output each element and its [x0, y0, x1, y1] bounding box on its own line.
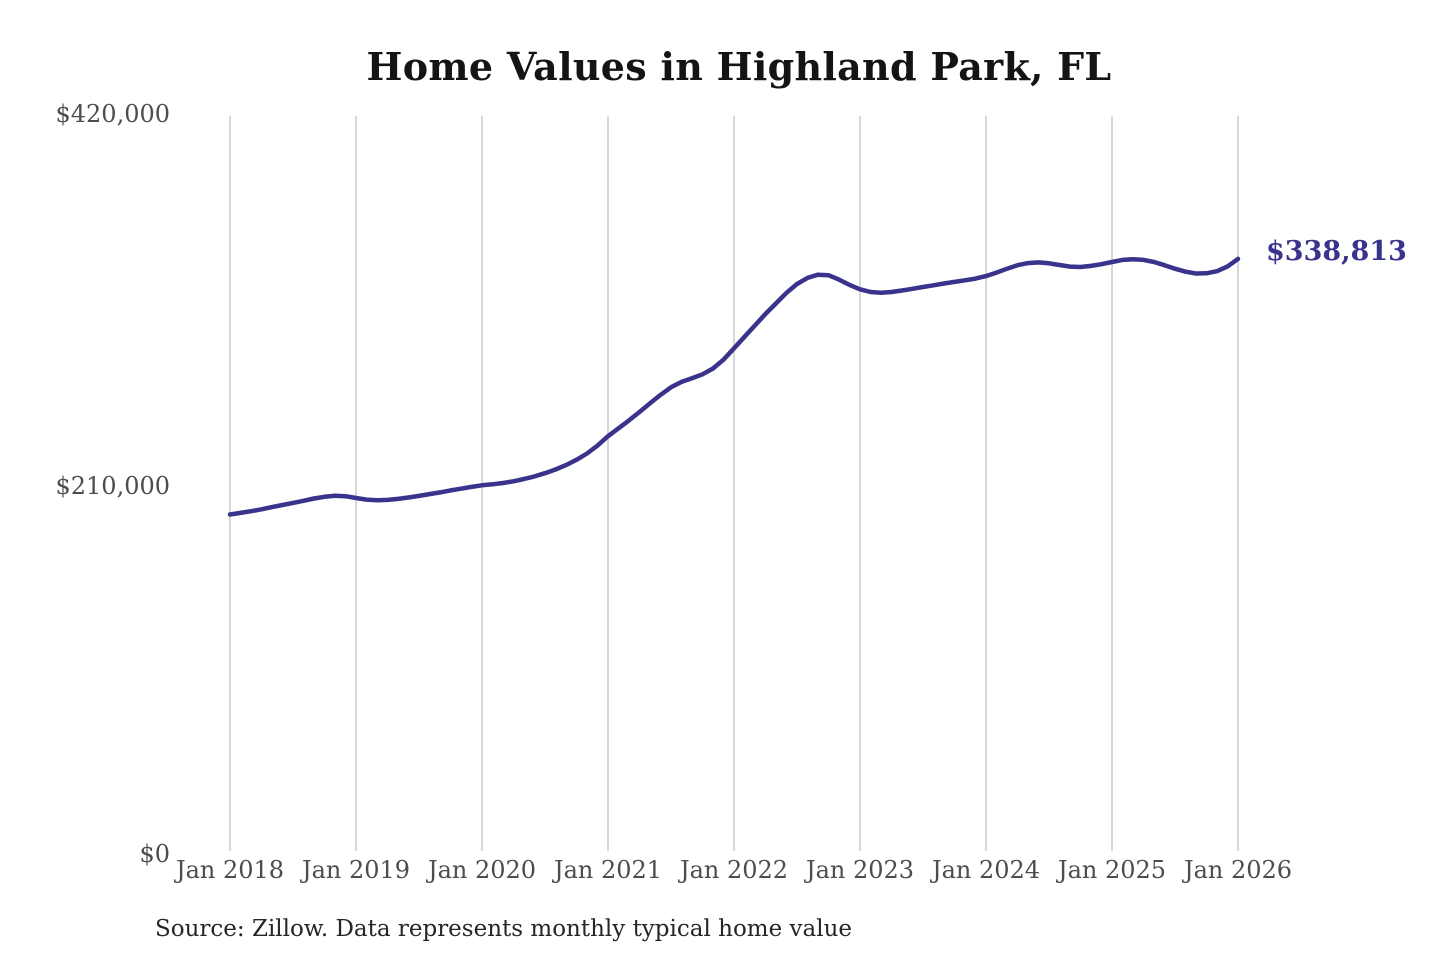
x-axis-tick-label: Jan 2020 — [427, 856, 537, 884]
home-value-line — [227, 256, 1241, 517]
x-axis-tick-label: Jan 2018 — [175, 856, 285, 884]
x-axis-tick-label: Jan 2023 — [805, 856, 915, 884]
y-axis-tick-label: $420,000 — [55, 100, 170, 128]
x-axis-tick-label: Jan 2024 — [931, 856, 1041, 884]
x-axis-tick-label: Jan 2019 — [301, 856, 411, 884]
x-axis-tick-label: Jan 2026 — [1183, 856, 1293, 884]
source-note: Source: Zillow. Data represents monthly … — [155, 916, 853, 942]
y-axis-tick-label: $0 — [139, 840, 170, 868]
x-axis-tick-label: Jan 2022 — [679, 856, 789, 884]
y-axis-tick-label: $210,000 — [55, 472, 170, 500]
x-axis-tick-label: Jan 2021 — [553, 856, 663, 884]
chart-title: Home Values in Highland Park, FL — [366, 44, 1112, 89]
latest-value-label: $338,813 — [1266, 236, 1407, 267]
x-axis-tick-label: Jan 2025 — [1057, 856, 1167, 884]
